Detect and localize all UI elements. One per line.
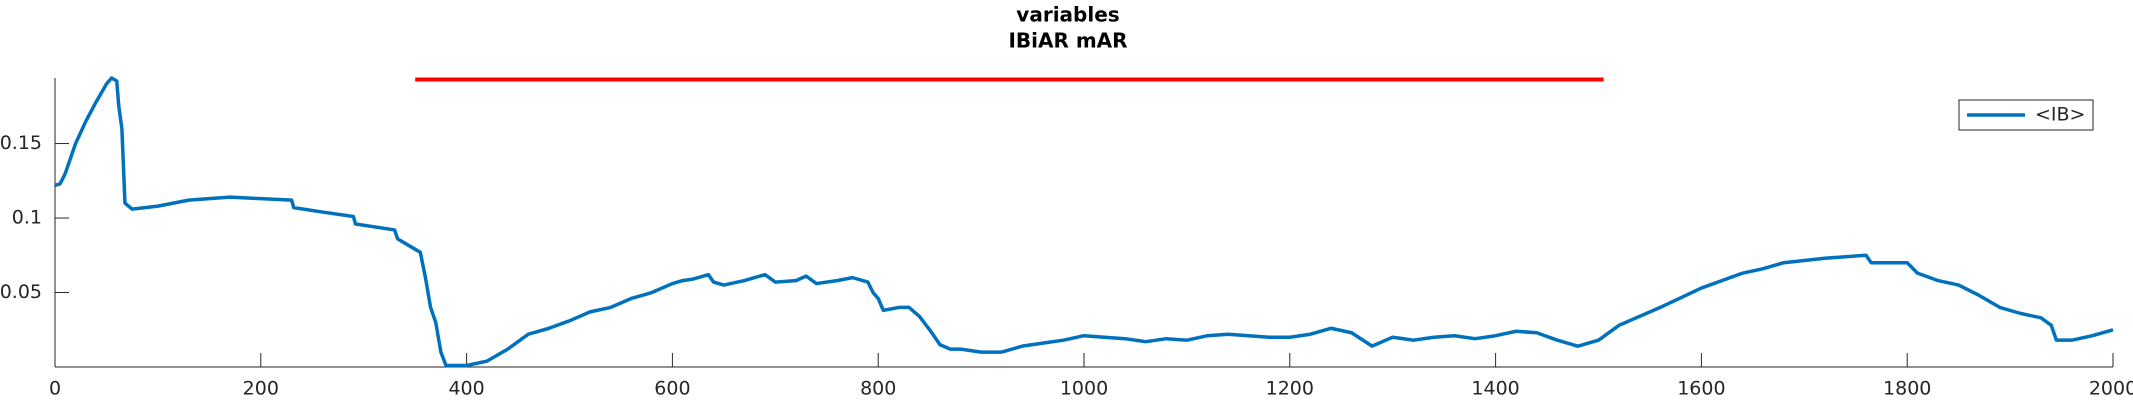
x-tick-label: 200 (243, 378, 279, 400)
x-tick-label: 1000 (1060, 378, 1108, 400)
x-tick-label: 0 (49, 378, 61, 400)
x-tick-label: 800 (860, 378, 896, 400)
x-tick-label: 1400 (1471, 378, 1519, 400)
x-tick-label: 400 (448, 378, 484, 400)
x-tick-label: 1600 (1677, 378, 1725, 400)
y-tick-label: 0.15 (0, 132, 42, 154)
x-tick-label: 600 (654, 378, 690, 400)
data-line (54, 76, 2114, 368)
x-tick-label: 2000 (2089, 378, 2133, 400)
x-tick-label: 1200 (1266, 378, 1314, 400)
chart-subtitle: IBiAR mAR (1008, 29, 1127, 53)
y-tick-label: 0.1 (12, 207, 42, 229)
y-tick-label: 0.05 (0, 281, 42, 303)
x-tick-label: 1800 (1883, 378, 1931, 400)
chart-title: variables (1016, 3, 1119, 27)
legend-label: <IB> (2035, 104, 2085, 126)
